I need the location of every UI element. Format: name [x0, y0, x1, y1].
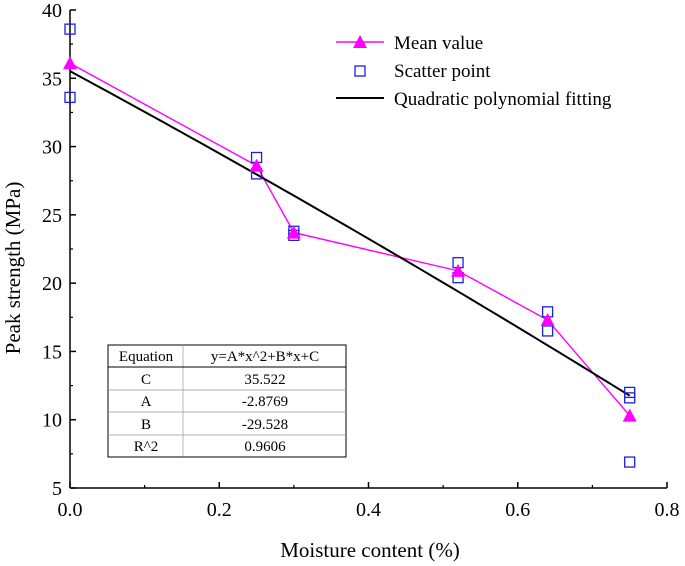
mean-value-marker: [451, 263, 466, 277]
table-header-label: Equation: [119, 349, 174, 365]
table-cell: 0.9606: [244, 439, 286, 455]
x-tick-label: 0.2: [207, 499, 232, 521]
y-tick-label: 30: [42, 137, 62, 159]
mean-value-marker: [249, 158, 264, 172]
mean-value-marker: [540, 313, 555, 327]
plot-series: [63, 23, 637, 468]
mean-value-marker: [63, 56, 77, 70]
y-tick-label: 20: [42, 273, 62, 295]
table-cell: -29.528: [242, 417, 288, 433]
fit-results-table: Equation y=A*x^2+B*x+C C 35.522 A -2.876…: [107, 344, 347, 458]
quadratic-fit-curve: [69, 70, 631, 397]
table-cell: 35.522: [244, 372, 285, 388]
x-tick-label: 0.4: [356, 499, 381, 521]
x-tick-label: 0.8: [655, 499, 680, 521]
scatter-point: [624, 392, 636, 404]
y-tick-label: 25: [42, 205, 62, 227]
x-tick-label: 0.0: [58, 499, 83, 521]
table-header-equation: y=A*x^2+B*x+C: [211, 349, 319, 365]
table-cell: R^2: [134, 439, 159, 455]
table-cell: A: [141, 394, 152, 410]
y-tick-label: 5: [52, 478, 62, 500]
legend-mean-label: Mean value: [394, 33, 483, 54]
table-cell: C: [141, 372, 151, 388]
y-axis-title: Peak strength (MPa): [1, 182, 25, 355]
legend-mean-marker: [353, 35, 367, 48]
legend-fit-label: Quadratic polynomial fitting: [394, 89, 612, 110]
x-axis-ticks: 0.0 0.2 0.4 0.6 0.8: [58, 482, 680, 521]
mean-value-marker: [622, 408, 637, 422]
legend: Mean value Scatter point Quadratic polyn…: [336, 33, 612, 110]
table-border: [107, 344, 347, 458]
y-tick-label: 35: [42, 68, 62, 90]
y-tick-label: 15: [42, 341, 62, 363]
scatter-point: [64, 23, 76, 35]
table-cell: B: [141, 417, 151, 433]
x-tick-label: 0.6: [505, 499, 530, 521]
scatter-point: [624, 456, 636, 468]
y-tick-label: 10: [42, 410, 62, 432]
table-cell: -2.8769: [242, 394, 288, 410]
x-axis-title: Moisture content (%): [280, 538, 460, 562]
y-axis-ticks: 5 10 15 20 25 30 35 40: [42, 0, 76, 500]
mean-value-line: [69, 62, 631, 417]
scatter-point: [541, 325, 554, 337]
legend-scatter-label: Scatter point: [394, 61, 491, 82]
y-tick-label: 40: [42, 0, 62, 22]
legend-scatter-marker: [354, 65, 366, 77]
scatter-point: [64, 91, 76, 104]
mean-value-marker: [286, 225, 301, 239]
